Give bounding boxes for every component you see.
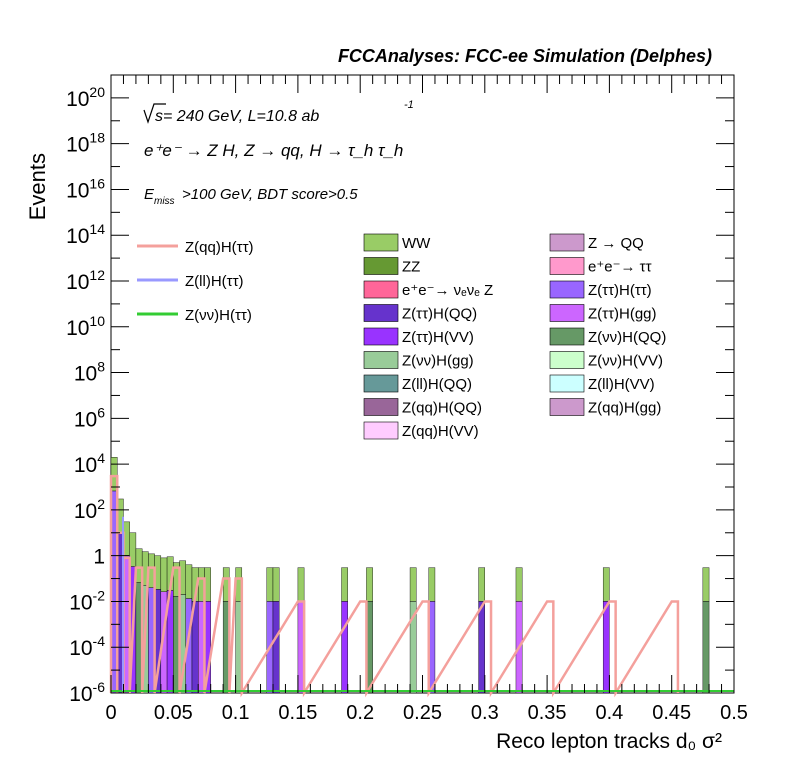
legend-label: e⁺e⁻→ ττ <box>588 259 652 276</box>
y-tick-label: 1018 <box>66 130 105 157</box>
y-tick-label: 1 <box>93 546 105 569</box>
y-tick-label: 10-2 <box>69 587 105 614</box>
x-tick-label: 0.2 <box>346 702 374 724</box>
x-tick-label: 0.5 <box>720 702 748 724</box>
y-tick-label: 1010 <box>66 313 105 340</box>
y-tick-label: 102 <box>74 496 105 523</box>
cut-E: E <box>144 186 155 203</box>
energy-exp: -1 <box>404 99 414 111</box>
bar-stack <box>341 601 348 694</box>
y-tick-label: 108 <box>74 359 105 386</box>
legend-swatch <box>363 280 399 299</box>
legend-swatch <box>549 374 585 393</box>
x-tick-label: 0.15 <box>278 702 317 724</box>
x-axis-label: Reco lepton tracks d₀ σ² <box>496 730 722 753</box>
legend-label: Z(ττ)H(VV) <box>402 329 474 346</box>
legend-label: Z(ττ)H(gg) <box>588 306 657 323</box>
legend-label: Z(qq)H(VV) <box>402 423 479 440</box>
energy-text: = 240 GeV, L=10.8 ab <box>163 108 319 125</box>
legend-label: Z(ττ)H(ττ) <box>588 282 652 299</box>
x-tick-label: 0.05 <box>154 702 193 724</box>
bar-ww <box>160 557 168 592</box>
legend-swatch <box>363 421 399 440</box>
bar-ww <box>478 567 486 602</box>
x-tick-label: 0.45 <box>652 702 691 724</box>
y-tick-label: 1016 <box>66 175 105 202</box>
legend-label: Z(νν)H(VV) <box>588 353 663 370</box>
legend-swatch <box>549 351 585 369</box>
legend-swatch <box>363 351 399 369</box>
legend-label: Z(ll)H(VV) <box>588 376 655 393</box>
legend-label: WW <box>402 235 431 252</box>
energy-sqrt: s <box>155 108 163 125</box>
y-tick-label: 1012 <box>66 267 105 294</box>
legend-label: Z(qq)H(QQ) <box>402 400 482 417</box>
legend-swatch <box>363 327 399 346</box>
y-tick-label: 10-4 <box>69 633 105 660</box>
sqrt-icon <box>143 103 166 124</box>
legend-swatch <box>363 398 399 416</box>
y-tick-label: 1014 <box>66 221 105 248</box>
bar-ww <box>341 567 348 602</box>
legend-swatch <box>363 257 399 275</box>
legend-label: ZZ <box>402 259 420 276</box>
x-tick-label: 0 <box>105 702 116 724</box>
legend-label: Z(ττ)H(QQ) <box>402 306 477 323</box>
bar-ww <box>266 567 274 602</box>
legend-label: Z(ll)H(ττ) <box>185 273 244 290</box>
legend-label: Z(qq)H(ττ) <box>185 239 254 256</box>
x-tick-label: 0.3 <box>471 702 499 724</box>
cut-rest: >100 GeV, BDT score>0.5 <box>182 186 358 203</box>
bar-stack <box>409 601 417 694</box>
bar-ww <box>515 567 523 602</box>
x-tick-label: 0.4 <box>595 702 623 724</box>
legend-swatch <box>363 233 399 252</box>
y-tick-label: 104 <box>74 450 105 477</box>
legend: Z(qq)H(ττ) Z(ll)H(ττ) Z(νν)H(ττ) WW Z → QQ ZZ… <box>137 233 666 440</box>
legend-label: Z → QQ <box>588 235 644 252</box>
bar-stack <box>272 601 280 694</box>
legend-label: Z(qq)H(gg) <box>588 400 661 417</box>
legend-label: Z(νν)H(gg) <box>402 353 474 370</box>
x-tick-label: 0.25 <box>403 702 442 724</box>
axes: 0 0.05 0.1 0.15 0.2 0.25 0.3 0.35 0.4 0.45 0.5 10-6… <box>66 74 748 724</box>
plot-frame <box>110 74 735 694</box>
bar-ww <box>602 567 610 602</box>
legend-swatch <box>549 304 585 322</box>
legend-label: Z(νν)H(ττ) <box>185 307 252 324</box>
x-tick-label: 0.35 <box>528 702 567 724</box>
bar-stack <box>478 601 486 694</box>
bar-ww <box>297 567 305 602</box>
legend-swatch <box>549 398 585 416</box>
legend-swatch <box>549 233 585 252</box>
bar-ww <box>272 567 280 602</box>
signal-line-qqH <box>109 474 680 698</box>
legend-label: Z(νν)H(QQ) <box>588 329 666 346</box>
y-tick-label: 1020 <box>66 84 105 111</box>
legend-swatch <box>549 257 585 275</box>
bar-ww <box>366 567 373 602</box>
legend-swatch <box>363 374 399 393</box>
legend-label: Z(ll)H(QQ) <box>402 376 472 393</box>
cut-sub: miss <box>154 196 175 207</box>
cut-annotation: E miss >100 GeV, BDT score>0.5 <box>144 186 358 207</box>
bar-ww <box>185 564 193 599</box>
bar-stack <box>702 601 710 694</box>
bar-stack <box>602 601 610 694</box>
y-axis-label: Events <box>25 153 50 220</box>
bar-ww <box>428 567 436 602</box>
process-annotation: e⁺e⁻ → Z H, Z → qq, H → τ_h τ_h <box>144 141 403 160</box>
x-tick-label: 0.1 <box>222 702 250 724</box>
bar-ww <box>702 567 710 602</box>
legend-swatch <box>549 280 585 299</box>
y-tick-label: 10-6 <box>69 679 105 706</box>
chart-title: FCCAnalyses: FCC-ee Simulation (Delphes) <box>338 46 712 66</box>
energy-annotation: s = 240 GeV, L=10.8 ab -1 <box>143 99 414 125</box>
legend-swatch <box>363 304 399 322</box>
legend-label: e⁺e⁻→ νₑνₑ Z <box>402 282 493 299</box>
y-tick-label: 106 <box>74 404 105 431</box>
bar-ww <box>409 567 417 602</box>
legend-swatch <box>549 327 585 346</box>
